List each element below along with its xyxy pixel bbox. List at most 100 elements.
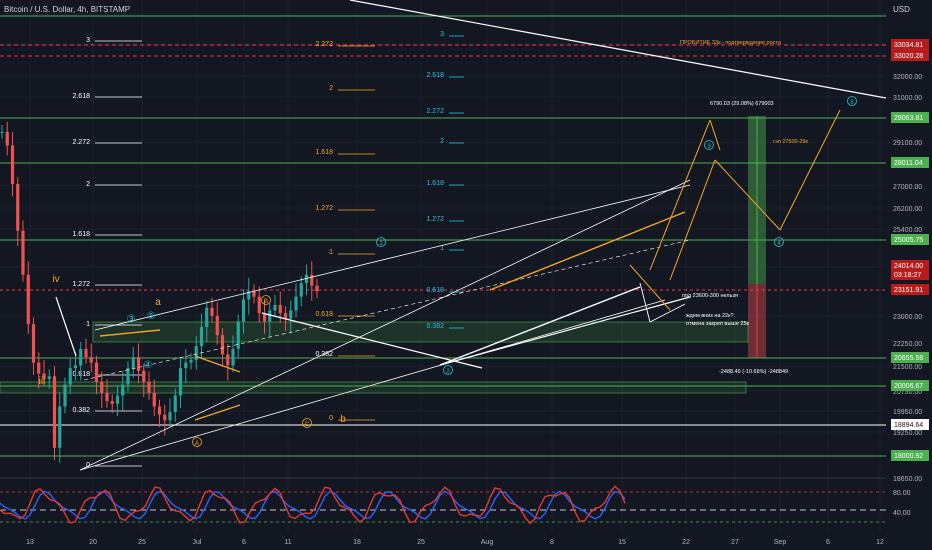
fib-mid-label: 1 [329,249,333,256]
price-label-box [891,234,929,245]
price-tick: 18650.00 [893,476,922,483]
fib-right-label: 1 [440,245,444,252]
wave-label: 4 [777,241,781,247]
wave-label: 1 [379,241,383,247]
price-label-box [891,50,929,61]
candle-body [294,296,298,311]
candle-body [184,362,188,369]
fib-left-label: 0.618 [72,371,90,378]
fib-right-label: 2.272 [426,108,444,115]
trend-line [639,282,651,323]
candle-body [73,365,78,369]
time-label: Sep [774,539,787,546]
price-label-box [891,39,929,50]
candle-body [42,373,46,380]
candle-body [283,313,288,319]
wave-label: 3 [707,144,711,150]
candle-body [163,414,167,421]
wave-label: B [264,299,268,305]
trend-line [669,159,716,281]
price-label-box [891,260,929,271]
price-tick: 23000.00 [893,314,922,321]
trend-line [79,299,666,471]
time-label: 22 [682,539,690,546]
time-label: 18 [353,539,361,546]
trend-line [489,211,686,291]
candle-body [26,274,30,325]
time-axis: 13 20 25 Jul 6 11 18 25 Aug 8 15 22 27 Sep 6 12 [0,532,886,550]
price-label-box [891,284,929,295]
indicator-main-line [0,485,626,525]
candle-body [37,362,41,374]
candle-body [194,346,198,360]
price-label-box [891,352,929,363]
symbol-title: Bitcoin / U.S. Dollar, 4h, BITSTAMP [4,5,130,14]
fib-mid-label: 1.618 [315,149,333,156]
fib-left-label: 1.272 [72,281,90,288]
candle-body [178,368,183,396]
candle-body [262,313,267,322]
candle-body [199,326,204,347]
candle-body [252,291,256,297]
wave-label: iv [52,274,59,285]
wave-label: 2 [446,369,450,375]
price-label: 20655.58 [894,355,923,362]
trend-line [79,179,691,471]
candle-body [10,145,15,185]
trend-line [649,119,711,271]
trend-line [83,239,691,381]
time-label: 15 [618,539,626,546]
price-label: 28011.04 [894,160,923,167]
drawings: iv iii a b 1 2 3 4 5 A B C ③ ④ ⑤ [39,0,887,471]
fib-right-label: 2 [440,138,444,145]
fib-mid-label: 0 [329,415,333,422]
price-label: 23151.91 [894,287,923,294]
fib-levels: 3 2.618 2.272 2 1.618 1.272 1 0.618 0.382 0 2.272 2… [72,31,464,469]
price-label-box [891,157,929,168]
trend-line [261,312,483,369]
price-label: 24014.00 [894,263,923,270]
candle-body [236,321,240,349]
fib-right-label: 3 [440,31,444,38]
time-label: 6 [242,539,246,546]
price-label: 18000.92 [894,453,923,460]
wave-label: A [195,441,199,447]
indicator-pane [0,477,886,525]
candle-body [63,384,67,407]
price-tick: 25400.00 [893,227,922,234]
indicator-lower-label: 40.00 [893,510,911,517]
time-label: Aug [481,539,494,546]
candle-body [299,282,303,297]
candle-body [231,348,235,366]
price-tick: 27000.00 [893,184,922,191]
candle-body [84,348,88,358]
candle-body [268,310,272,322]
trend-line [99,329,161,337]
indicator-signal-line [0,490,626,520]
candle-body [47,376,51,380]
candle-body [226,354,230,366]
under-note: под 23600-300 нельзя [682,293,738,299]
fib-mid-label: 2.272 [315,41,333,48]
wave-label: ④ [144,360,153,371]
wait-note-2: отмена закреп выше 25к [686,321,750,327]
measure-down-note: -2488.49 (-10.66%) -248849 [719,369,788,375]
gap-note: гэп 27500-29к [773,139,809,145]
candle-body [147,381,151,393]
price-tick: 26200.00 [893,206,922,213]
fib-left-label: 0.382 [72,407,90,414]
fib-mid-label: 1.272 [315,205,333,212]
fib-mid-label: 0.618 [315,311,333,318]
candle-body [210,307,214,316]
price-label: 28063.81 [894,115,923,122]
fib-left-label: 3 [86,37,90,44]
candle-body [126,368,130,385]
candle-body [31,324,36,363]
wave-label: ③ [127,314,136,325]
currency-label: USD [893,5,910,14]
wave-label: b [340,414,346,425]
trend-line [649,303,686,323]
candle-body [121,384,125,396]
